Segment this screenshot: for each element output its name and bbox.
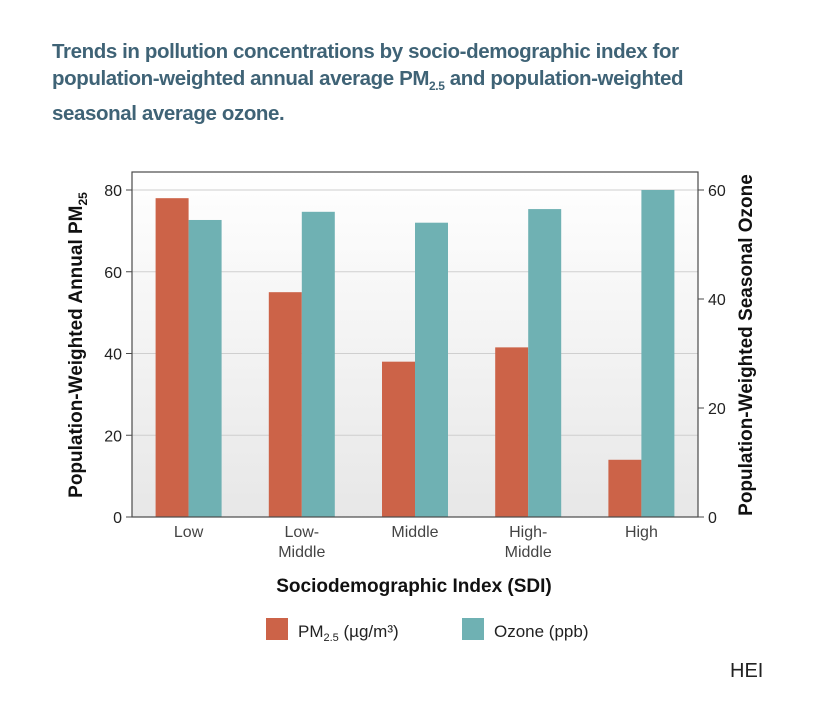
legend: PM2.5 (µg/m³) Ozone (ppb) (266, 618, 589, 644)
bars (155, 190, 675, 518)
plot-border (131, 171, 699, 518)
title-text-2: and population-weighted seasonal average… (52, 67, 684, 126)
bar-ozone (528, 209, 562, 517)
left-tick-label: 60 (104, 265, 122, 282)
bar-pm25 (268, 292, 302, 517)
right-tick-label: 20 (708, 401, 726, 418)
x-axis-label: Sociodemographic Index (SDI) (276, 576, 552, 597)
y-axis-left-label: Population-Weighted Annual PM25 (66, 192, 90, 498)
chart-title: Trends in pollution concentrations by so… (52, 38, 752, 127)
legend-label-ozone: Ozone (ppb) (494, 622, 589, 641)
left-tick-label: 80 (104, 183, 122, 200)
legend-swatch-ozone (462, 618, 484, 640)
left-axis-ticks: 0 20 40 60 80 (104, 183, 132, 527)
bar-ozone (641, 190, 675, 517)
bar-ozone (301, 211, 335, 518)
bar-pm25 (155, 198, 189, 518)
category-label: Low- (284, 524, 319, 541)
y-axis-left-label-main: Population-Weighted Annual PM (66, 205, 87, 497)
right-tick-label: 40 (708, 292, 726, 309)
category-label: High (625, 524, 658, 541)
left-tick-label: 20 (104, 428, 122, 445)
category-label: Middle (391, 524, 438, 541)
right-tick-label: 60 (708, 183, 726, 200)
credit-label: HEI (730, 660, 764, 682)
bar-pm25 (608, 459, 642, 517)
y-axis-right-label: Population-Weighted Seasonal Ozone (736, 174, 757, 516)
bar-ozone (188, 219, 222, 517)
legend-label-pm25: PM2.5 (µg/m³) (298, 622, 399, 644)
title-subscript: 2.5 (429, 79, 445, 94)
right-axis-ticks: 0 20 40 60 (698, 183, 726, 527)
bar-pm25 (495, 347, 529, 517)
bar-ozone (415, 222, 448, 517)
category-label: Low (174, 524, 204, 541)
title-text-1: Trends in pollution concentrations by so… (52, 40, 679, 90)
left-tick-label: 0 (113, 510, 122, 527)
legend-swatch-pm25 (266, 618, 288, 640)
category-label: Middle (278, 544, 325, 561)
y-axis-left-label-sub: 25 (76, 192, 90, 206)
category-label: High- (509, 524, 547, 541)
right-tick-label: 0 (708, 510, 717, 527)
left-tick-label: 40 (104, 347, 122, 364)
category-labels: Low Low- Middle Middle High- Middle High (174, 524, 658, 561)
bar-pm25 (382, 361, 415, 517)
category-label: Middle (505, 544, 552, 561)
